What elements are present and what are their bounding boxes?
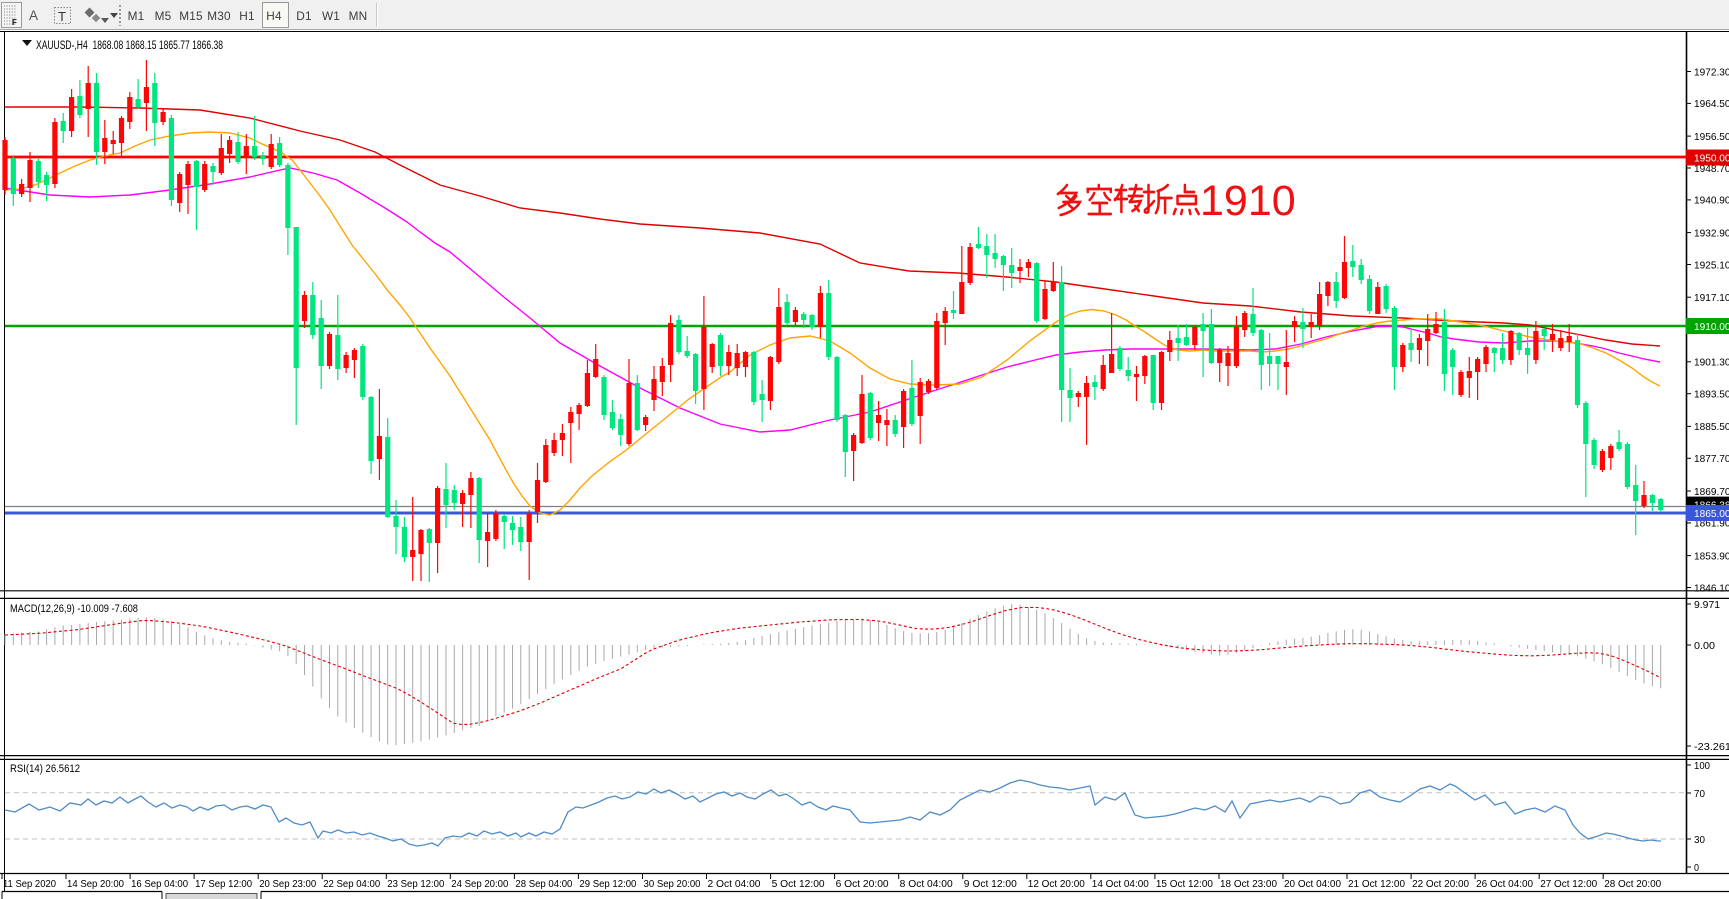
svg-text:1885.50: 1885.50 bbox=[1694, 421, 1729, 433]
svg-text:5 Oct 12:00: 5 Oct 12:00 bbox=[772, 879, 825, 890]
svg-text:14 Oct 04:00: 14 Oct 04:00 bbox=[1092, 879, 1149, 890]
svg-text:28 Oct 20:00: 28 Oct 20:00 bbox=[1604, 879, 1661, 890]
svg-text:15 Oct 12:00: 15 Oct 12:00 bbox=[1156, 879, 1213, 890]
svg-text:22 Sep 04:00: 22 Sep 04:00 bbox=[323, 879, 380, 890]
svg-text:1940.90: 1940.90 bbox=[1694, 195, 1729, 207]
svg-text:2 Oct 04:00: 2 Oct 04:00 bbox=[708, 879, 761, 890]
svg-text:-23.261: -23.261 bbox=[1694, 741, 1729, 753]
svg-text:1925.10: 1925.10 bbox=[1694, 259, 1729, 271]
svg-text:1972.30: 1972.30 bbox=[1694, 66, 1729, 78]
svg-text:27 Oct 12:00: 27 Oct 12:00 bbox=[1540, 879, 1597, 890]
svg-text:100: 100 bbox=[1694, 760, 1710, 772]
svg-text:1950.00: 1950.00 bbox=[1694, 153, 1729, 165]
svg-text:1893.50: 1893.50 bbox=[1694, 389, 1729, 401]
svg-text:9.971: 9.971 bbox=[1694, 599, 1720, 611]
svg-text:H1: H1 bbox=[239, 9, 254, 23]
svg-text:70: 70 bbox=[1694, 788, 1705, 800]
svg-text:1956.50: 1956.50 bbox=[1694, 131, 1729, 143]
svg-text:20 Oct 04:00: 20 Oct 04:00 bbox=[1284, 879, 1341, 890]
svg-text:0: 0 bbox=[1694, 862, 1699, 874]
svg-text:1869.70: 1869.70 bbox=[1694, 486, 1729, 498]
svg-text:24 Sep 20:00: 24 Sep 20:00 bbox=[451, 879, 508, 890]
svg-text:1964.50: 1964.50 bbox=[1694, 98, 1729, 110]
svg-text:1948.70: 1948.70 bbox=[1694, 163, 1729, 175]
svg-text:30: 30 bbox=[1694, 834, 1705, 846]
svg-text:1846.10: 1846.10 bbox=[1694, 582, 1729, 594]
svg-text:6 Oct 20:00: 6 Oct 20:00 bbox=[836, 879, 889, 890]
svg-text:17 Sep 12:00: 17 Sep 12:00 bbox=[195, 879, 252, 890]
svg-text:30 Sep 20:00: 30 Sep 20:00 bbox=[644, 879, 701, 890]
svg-text:MACD(12,26,9) -10.009 -7.608: MACD(12,26,9) -10.009 -7.608 bbox=[10, 603, 138, 615]
svg-text:M1: M1 bbox=[128, 9, 145, 23]
svg-text:26 Oct 04:00: 26 Oct 04:00 bbox=[1476, 879, 1533, 890]
svg-text:W1: W1 bbox=[322, 9, 340, 23]
svg-text:XAUUSD-,H4 1868.08 1868.15 18: XAUUSD-,H4 1868.08 1868.15 1865.77 1866.… bbox=[36, 40, 223, 52]
svg-text:22 Oct 20:00: 22 Oct 20:00 bbox=[1412, 879, 1469, 890]
svg-text:H4: H4 bbox=[266, 9, 282, 23]
svg-text:9 Oct 12:00: 9 Oct 12:00 bbox=[964, 879, 1017, 890]
svg-text:1932.90: 1932.90 bbox=[1694, 227, 1729, 239]
svg-text:MN: MN bbox=[349, 9, 368, 23]
svg-text:A: A bbox=[29, 8, 38, 23]
svg-text:M30: M30 bbox=[207, 9, 231, 23]
svg-text:1865.00: 1865.00 bbox=[1694, 508, 1729, 520]
svg-text:1853.90: 1853.90 bbox=[1694, 550, 1729, 562]
svg-text:D1: D1 bbox=[296, 9, 311, 23]
svg-text:21 Oct 12:00: 21 Oct 12:00 bbox=[1348, 879, 1405, 890]
svg-text:16 Sep 04:00: 16 Sep 04:00 bbox=[131, 879, 188, 890]
svg-text:F: F bbox=[12, 18, 17, 27]
svg-text:1910: 1910 bbox=[1200, 177, 1296, 225]
svg-text:29 Sep 12:00: 29 Sep 12:00 bbox=[579, 879, 636, 890]
svg-text:T: T bbox=[58, 9, 66, 24]
svg-text:M5: M5 bbox=[155, 9, 172, 23]
svg-text:12 Oct 20:00: 12 Oct 20:00 bbox=[1028, 879, 1085, 890]
svg-text:8 Oct 04:00: 8 Oct 04:00 bbox=[900, 879, 953, 890]
svg-text:23 Sep 12:00: 23 Sep 12:00 bbox=[387, 879, 444, 890]
svg-text:1917.10: 1917.10 bbox=[1694, 292, 1729, 304]
svg-text:RSI(14) 26.5612: RSI(14) 26.5612 bbox=[10, 763, 80, 775]
svg-text:1901.30: 1901.30 bbox=[1694, 357, 1729, 369]
svg-text:0.00: 0.00 bbox=[1694, 640, 1715, 652]
svg-text:11 Sep 2020: 11 Sep 2020 bbox=[3, 879, 56, 890]
svg-text:1910.00: 1910.00 bbox=[1694, 321, 1729, 333]
svg-text:20 Sep 23:00: 20 Sep 23:00 bbox=[259, 879, 316, 890]
svg-text:1877.70: 1877.70 bbox=[1694, 453, 1729, 465]
svg-text:18 Oct 23:00: 18 Oct 23:00 bbox=[1220, 879, 1277, 890]
svg-text:M15: M15 bbox=[179, 9, 203, 23]
svg-text:28 Sep 04:00: 28 Sep 04:00 bbox=[515, 879, 572, 890]
svg-text:14 Sep 20:00: 14 Sep 20:00 bbox=[67, 879, 124, 890]
